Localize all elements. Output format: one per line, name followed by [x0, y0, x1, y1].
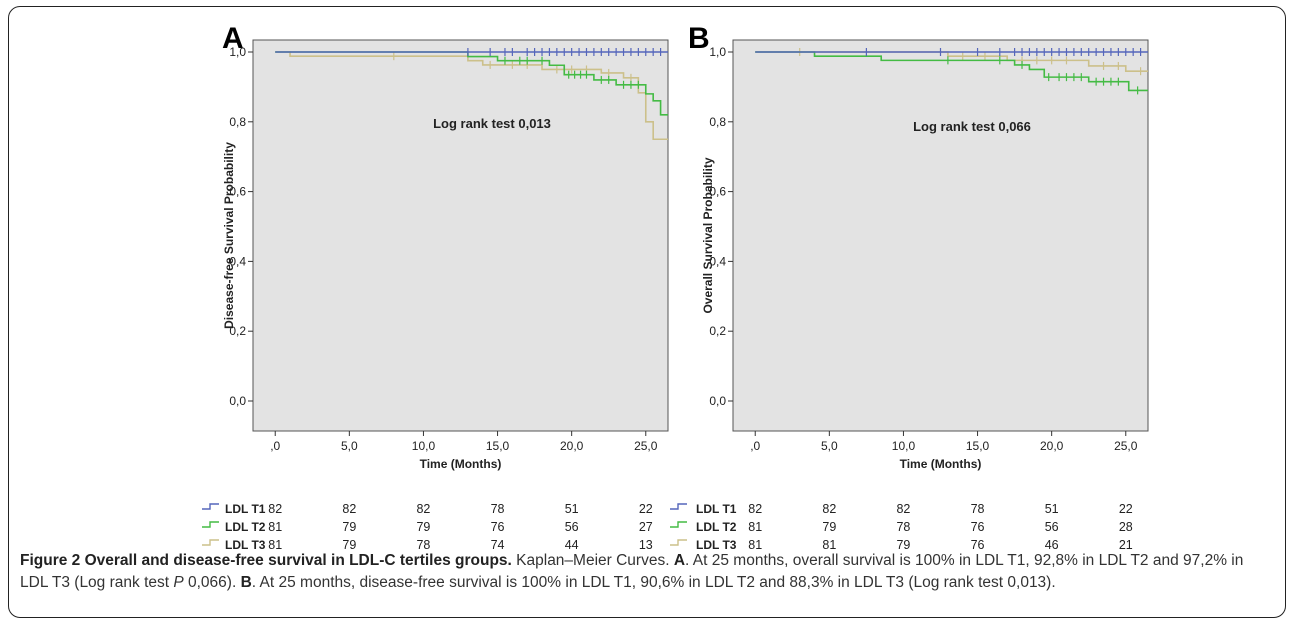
caption-text-2: . At 25 months, overall survival is 100%… — [20, 552, 1244, 591]
risk-count: 81 — [748, 538, 762, 552]
risk-count: 82 — [748, 502, 762, 516]
x-tick-label: ,0 — [270, 439, 280, 453]
risk-count: 56 — [565, 520, 579, 534]
risk-count: 22 — [639, 502, 653, 516]
caption-text-3: 0,066). — [183, 574, 241, 591]
risk-count: 76 — [971, 538, 985, 552]
x-tick-label: 10,0 — [892, 439, 916, 453]
risk-count: 78 — [896, 520, 910, 534]
risk-count: 82 — [268, 502, 282, 516]
km-panel-a: A 0,0 0,2 0,4 0,6 0,8 1,0 ,0 5,0 10,0 15,0 20,0 25,0… — [202, 22, 669, 552]
x-tick-label: 10,0 — [412, 439, 436, 453]
y-tick-label: 0,8 — [229, 115, 246, 129]
risk-row-label: LDL T1 — [225, 502, 266, 516]
caption-p: P — [173, 574, 184, 591]
plot-area — [732, 39, 1149, 432]
risk-count: 51 — [565, 502, 579, 516]
caption-title: Figure 2 Overall and disease-free surviv… — [20, 552, 512, 569]
x-axis-label: Time (Months) — [900, 457, 982, 471]
x-tick-label: 5,0 — [821, 439, 838, 453]
risk-count: 81 — [268, 538, 282, 552]
risk-legend-line — [670, 521, 687, 528]
risk-legend-line — [670, 503, 687, 510]
survival-curve-ldl-t2 — [275, 51, 668, 116]
risk-count: 82 — [822, 502, 836, 516]
risk-count: 56 — [1045, 520, 1059, 534]
risk-count: 79 — [416, 520, 430, 534]
y-tick-label: 0,2 — [709, 324, 726, 338]
risk-count: 81 — [822, 538, 836, 552]
risk-row-label: LDL T2 — [696, 520, 737, 534]
plot-area — [252, 39, 669, 432]
y-tick-label: 0,0 — [709, 394, 726, 408]
risk-count: 81 — [748, 520, 762, 534]
risk-count: 22 — [1119, 502, 1133, 516]
km-panel-b: B 0,0 0,2 0,4 0,6 0,8 1,0 ,0 5,0 10,0 15,0 20,0 25,0… — [670, 22, 1149, 552]
risk-row-label: LDL T3 — [696, 538, 737, 552]
y-tick-label: 0,2 — [229, 324, 246, 338]
figure-caption: Figure 2 Overall and disease-free surviv… — [20, 550, 1270, 594]
caption-text-1: Kaplan–Meier Curves. — [511, 552, 674, 569]
risk-count: 74 — [491, 538, 505, 552]
risk-count: 78 — [971, 502, 985, 516]
risk-count: 28 — [1119, 520, 1133, 534]
y-tick-label: 0,4 — [229, 254, 246, 268]
risk-count: 76 — [491, 520, 505, 534]
log-rank-annotation: Log rank test 0,066 — [913, 119, 1031, 134]
caption-ref-b: B — [240, 574, 252, 591]
risk-count: 46 — [1045, 538, 1059, 552]
x-tick-label: ,0 — [750, 439, 760, 453]
y-tick-label: 0,4 — [709, 254, 726, 268]
risk-row-label: LDL T3 — [225, 538, 266, 552]
risk-count: 79 — [896, 538, 910, 552]
x-tick-label: 15,0 — [966, 439, 990, 453]
risk-count: 21 — [1119, 538, 1133, 552]
risk-count: 82 — [342, 502, 356, 516]
risk-count: 13 — [639, 538, 653, 552]
x-tick-label: 20,0 — [560, 439, 584, 453]
caption-ref-a: A — [673, 552, 686, 569]
x-axis-label: Time (Months) — [420, 457, 502, 471]
x-tick-label: 20,0 — [1040, 439, 1064, 453]
x-tick-label: 25,0 — [1114, 439, 1138, 453]
panel-label: A — [222, 22, 244, 55]
charts-area: A 0,0 0,2 0,4 0,6 0,8 1,0 ,0 5,0 10,0 15,0 20,0 25,0… — [202, 22, 1149, 552]
risk-count: 79 — [342, 520, 356, 534]
y-tick-label: 0,8 — [709, 115, 726, 129]
log-rank-annotation: Log rank test 0,013 — [433, 116, 551, 131]
risk-legend-line — [202, 539, 219, 546]
survival-curve-ldl-t3 — [755, 51, 1148, 72]
survival-curve-ldl-t2 — [755, 51, 1148, 92]
risk-count: 76 — [971, 520, 985, 534]
risk-count: 78 — [491, 502, 505, 516]
risk-count: 82 — [896, 502, 910, 516]
risk-count: 51 — [1045, 502, 1059, 516]
y-tick-label: 1,0 — [709, 45, 726, 59]
risk-legend-line — [202, 521, 219, 528]
panel-label: B — [688, 22, 710, 55]
x-tick-label: 15,0 — [486, 439, 510, 453]
risk-count: 44 — [565, 538, 579, 552]
risk-row-label: LDL T1 — [696, 502, 737, 516]
risk-count: 78 — [416, 538, 430, 552]
caption-text-4: . At 25 months, disease-free survival is… — [251, 574, 1056, 591]
risk-count: 82 — [416, 502, 430, 516]
risk-legend-line — [670, 539, 687, 546]
y-tick-label: 1,0 — [229, 45, 246, 59]
x-tick-label: 5,0 — [341, 439, 358, 453]
risk-legend-line — [202, 503, 219, 510]
y-tick-label: 0,6 — [709, 185, 726, 199]
y-tick-label: 0,0 — [229, 394, 246, 408]
risk-count: 81 — [268, 520, 282, 534]
risk-count: 79 — [342, 538, 356, 552]
y-axis-label: Disease-free Survival Probability — [222, 142, 236, 329]
y-axis-label: Overall Survival Probability — [701, 157, 715, 313]
y-tick-label: 0,6 — [229, 185, 246, 199]
risk-row-label: LDL T2 — [225, 520, 266, 534]
risk-count: 27 — [639, 520, 653, 534]
risk-count: 79 — [822, 520, 836, 534]
x-tick-label: 25,0 — [634, 439, 658, 453]
